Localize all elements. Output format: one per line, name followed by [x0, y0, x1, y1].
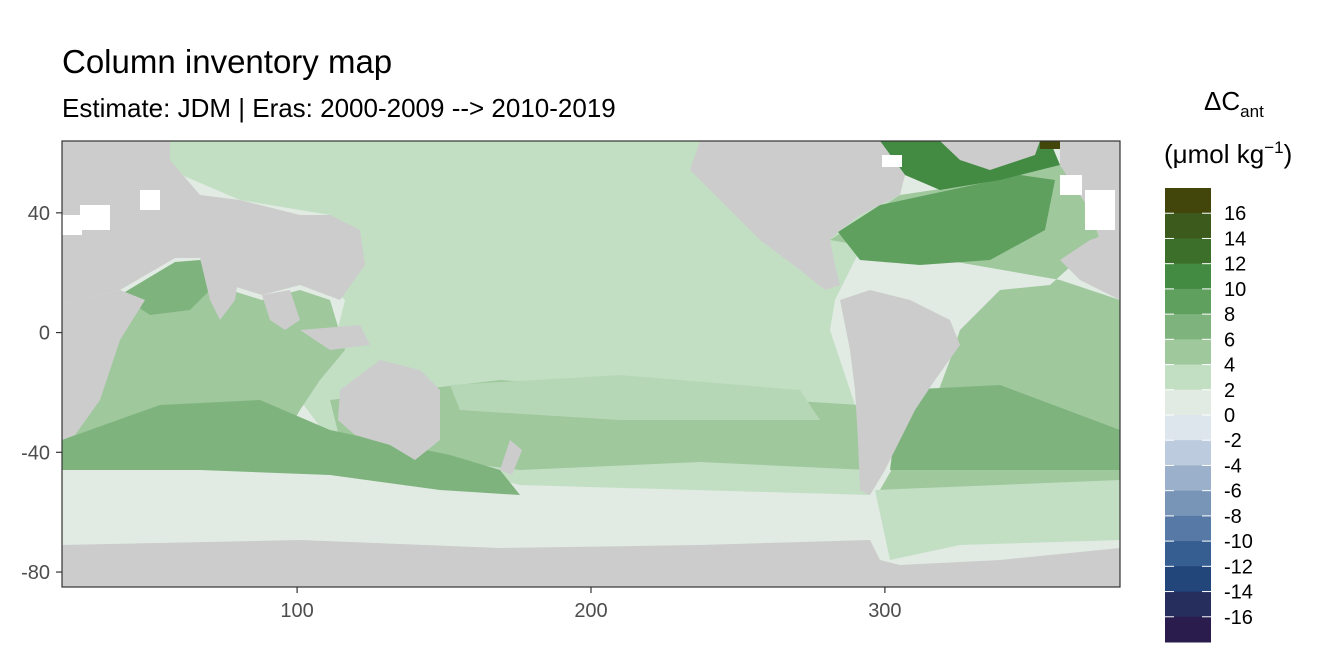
legend-break-label: -16 — [1224, 607, 1253, 629]
y-tick-label: 0 — [39, 323, 50, 345]
legend-break-label: -8 — [1224, 506, 1242, 528]
legend: ΔCant (μmol kg−1) 16 14 12 10 8 6 4 2 0 -2 -4 -6 -8 -… — [1164, 86, 1292, 643]
no-data-black-sea — [62, 215, 82, 235]
x-tick-label: 300 — [868, 600, 901, 622]
legend-color-key — [1165, 591, 1211, 618]
chart-title: Column inventory map — [62, 43, 393, 80]
legend-color-key — [1165, 616, 1211, 643]
legend-break-label: 14 — [1224, 228, 1246, 250]
legend-color-key — [1165, 188, 1211, 214]
legend-color-key — [1165, 364, 1211, 391]
legend-color-key — [1165, 541, 1211, 567]
land-new-zealand — [500, 440, 522, 475]
pacific-subtropical-south — [450, 375, 820, 420]
legend-break-label: 0 — [1224, 405, 1235, 427]
arabian-sea — [120, 260, 220, 315]
map-panel — [62, 141, 1120, 587]
no-data-central-asia — [140, 190, 160, 210]
legend-color-key — [1165, 288, 1211, 315]
land-africa-eurasia — [62, 141, 1120, 305]
legend-break-label: 4 — [1224, 355, 1235, 377]
legend-break-label: 8 — [1224, 304, 1235, 326]
legend-break-label: -2 — [1224, 430, 1242, 452]
no-data-caspian — [80, 205, 110, 230]
legend-break-label: -10 — [1224, 531, 1253, 553]
no-data-areas — [62, 155, 1115, 235]
legend-color-key — [1165, 490, 1211, 517]
indian-southern-band — [62, 400, 520, 495]
legend-break-label: -4 — [1224, 455, 1242, 477]
land-southeast-asia — [262, 290, 370, 350]
legend-title: ΔCant — [1204, 86, 1264, 121]
land — [62, 141, 1120, 587]
y-axis: 40 0 -40 -80 — [21, 203, 62, 584]
legend-break-label: -6 — [1224, 481, 1242, 503]
legend-break-label: 6 — [1224, 329, 1235, 351]
legend-colorbar — [1165, 188, 1211, 643]
no-data-baltic — [1085, 190, 1115, 230]
legend-break-label: 10 — [1224, 279, 1246, 301]
legend-color-key — [1165, 415, 1211, 441]
legend-color-key — [1165, 566, 1211, 593]
legend-color-key — [1165, 314, 1211, 340]
land-greenland — [940, 141, 1040, 170]
y-tick-label: 40 — [28, 203, 50, 225]
land-west-africa — [1060, 230, 1120, 300]
legend-break-label: -12 — [1224, 556, 1253, 578]
no-data-hudson-bay — [882, 155, 902, 167]
atlantic-southern-ocean — [875, 480, 1120, 560]
legend-color-key — [1165, 465, 1211, 492]
land-india — [200, 258, 240, 320]
legend-color-key — [1165, 339, 1211, 366]
land-north-america — [690, 141, 905, 290]
no-data-mediterranean — [1060, 175, 1082, 195]
north-atlantic-region — [838, 175, 1055, 265]
legend-color-key — [1165, 389, 1211, 416]
land-africa-south — [62, 290, 145, 440]
legend-color-key — [1165, 440, 1211, 466]
legend-unit: (μmol kg−1) — [1164, 138, 1292, 169]
legend-break-label: -14 — [1224, 582, 1253, 604]
legend-color-key — [1165, 263, 1211, 290]
x-tick-label: 100 — [280, 600, 313, 622]
y-tick-label: -80 — [21, 562, 50, 584]
legend-break-label: 16 — [1224, 203, 1246, 225]
legend-color-key — [1165, 238, 1211, 265]
legend-labels: 16 14 12 10 8 6 4 2 0 -2 -4 -6 -8 -10 -12 -14 -16 — [1224, 203, 1253, 629]
x-tick-label: 200 — [574, 600, 607, 622]
legend-break-label: 12 — [1224, 254, 1246, 276]
legend-break-label: 2 — [1224, 380, 1235, 402]
south-atlantic-band — [890, 385, 1120, 470]
land-australia — [338, 360, 440, 460]
x-axis: 100 200 300 — [280, 587, 902, 622]
chart-subtitle: Estimate: JDM | Eras: 2000-2009 --> 2010… — [62, 93, 616, 123]
y-tick-label: -40 — [21, 442, 50, 464]
legend-color-key — [1165, 515, 1211, 542]
legend-color-key — [1165, 213, 1211, 239]
land-south-america — [840, 290, 960, 495]
land-antarctica — [62, 540, 1120, 587]
